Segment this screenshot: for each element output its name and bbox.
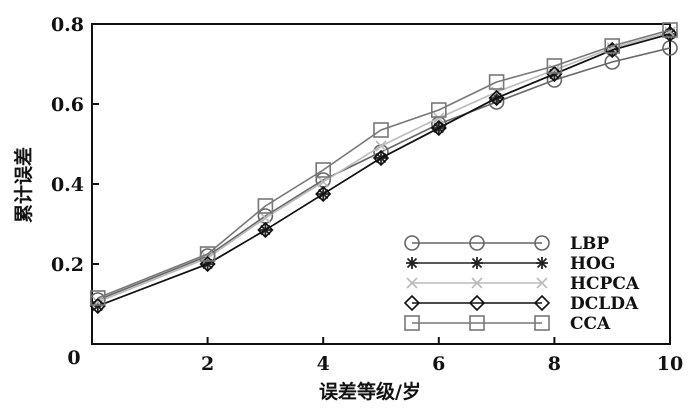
legend-item: HCPCA xyxy=(406,274,640,294)
legend-item: LBP xyxy=(404,234,609,254)
legend-marker xyxy=(468,294,486,312)
data-point xyxy=(372,149,390,167)
legend-marker xyxy=(471,257,483,269)
data-point xyxy=(317,176,329,188)
data-point xyxy=(546,58,563,74)
legend-item: CCA xyxy=(404,314,611,334)
x-tick-label: 4 xyxy=(317,353,330,375)
legend-item: HOG xyxy=(406,254,615,274)
data-point xyxy=(259,212,271,224)
legend-marker xyxy=(536,277,548,289)
legend-marker xyxy=(534,235,550,251)
data-point xyxy=(373,122,389,138)
data-point xyxy=(89,297,106,315)
data-point xyxy=(375,140,387,152)
data-point xyxy=(488,74,505,90)
data-point xyxy=(488,89,505,107)
data-point xyxy=(604,38,621,54)
data-point xyxy=(257,198,274,214)
data-point xyxy=(430,102,447,118)
x-tick-label: 10 xyxy=(657,353,683,375)
data-point xyxy=(315,162,332,178)
series-line xyxy=(97,47,671,301)
y-axis-title: 累计误差 xyxy=(12,147,35,223)
data-point xyxy=(546,65,563,83)
series-line xyxy=(97,33,671,307)
x-tick-label: 8 xyxy=(548,353,561,375)
legend-marker xyxy=(469,315,485,331)
x-axis-title: 误差等级/岁 xyxy=(319,380,421,403)
y-tick-label: 0.6 xyxy=(51,94,84,116)
legend-marker xyxy=(406,277,418,289)
x-tick-label: 2 xyxy=(201,353,214,375)
series-line xyxy=(97,31,671,303)
axes: 0 2 4 6 8 10 0.2 0.4 0.6 0.8 xyxy=(51,14,683,375)
x-tick-label: 0 xyxy=(67,347,80,369)
y-tick-label: 0.2 xyxy=(51,254,84,276)
legend-marker xyxy=(536,257,548,269)
legend-marker xyxy=(404,315,420,331)
legend-marker xyxy=(471,277,483,289)
data-point xyxy=(662,22,678,38)
legend-label: CCA xyxy=(570,314,611,334)
legend-item: DCLDA xyxy=(403,294,639,314)
data-point xyxy=(257,221,274,239)
legend-label: DCLDA xyxy=(570,294,639,314)
legend-label: HOG xyxy=(570,254,615,274)
data-point xyxy=(315,185,332,203)
legend-marker xyxy=(533,294,551,312)
legend-marker xyxy=(534,315,550,331)
data-point xyxy=(199,246,216,262)
series-line xyxy=(97,29,671,299)
data-point xyxy=(89,290,106,306)
legend-marker xyxy=(469,235,485,251)
data-point xyxy=(430,119,447,137)
y-tick-label: 0.8 xyxy=(51,14,84,36)
legend-label: LBP xyxy=(570,234,609,254)
series-layer xyxy=(89,22,679,315)
x-tick-label: 6 xyxy=(432,353,445,375)
data-point xyxy=(433,112,445,124)
data-point xyxy=(91,300,104,312)
y-tick-label: 0.4 xyxy=(51,174,84,196)
legend-marker xyxy=(404,235,420,251)
legend-label: HCPCA xyxy=(570,274,640,294)
series-cca xyxy=(89,22,678,306)
legend-marker xyxy=(403,294,421,312)
legend-marker xyxy=(406,257,418,269)
